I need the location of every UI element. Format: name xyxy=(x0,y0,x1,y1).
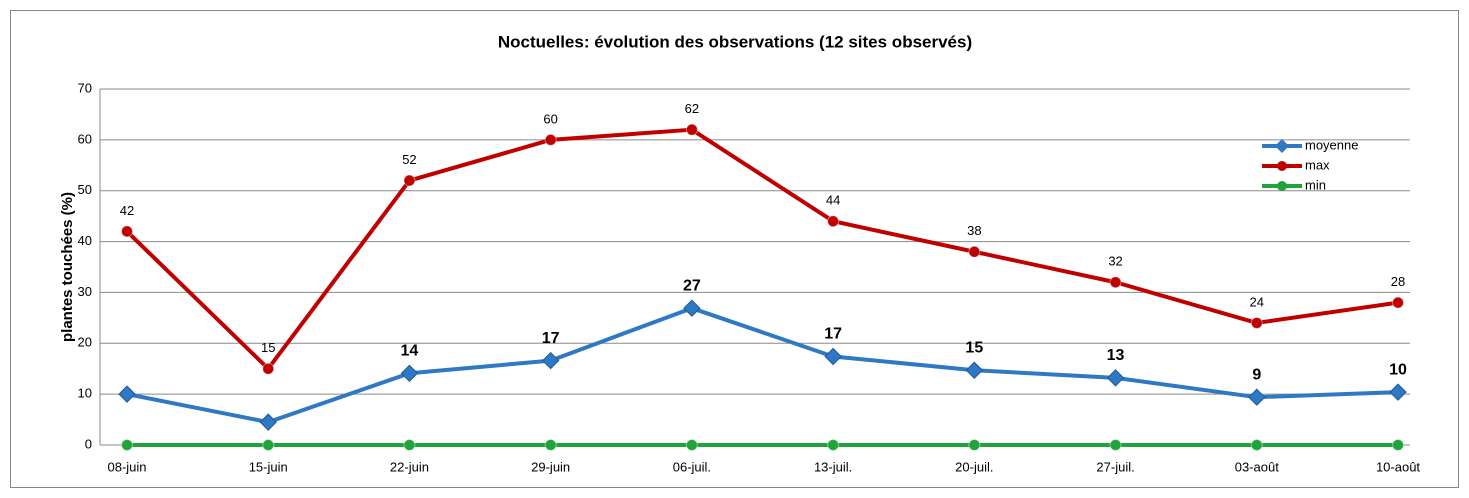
marker xyxy=(1109,276,1122,289)
x-tick-label: 10-août xyxy=(1376,459,1420,474)
data-label: 60 xyxy=(543,111,557,126)
data-label: 44 xyxy=(826,193,840,208)
y-tick-label: 20 xyxy=(78,335,92,350)
x-tick-label: 20-juil. xyxy=(955,459,993,474)
marker xyxy=(262,439,275,451)
marker xyxy=(1248,388,1266,406)
x-tick-label: 08-juin xyxy=(107,459,146,474)
data-label: 28 xyxy=(1391,274,1405,289)
data-label: 13 xyxy=(1107,347,1125,364)
marker xyxy=(965,361,984,379)
marker xyxy=(403,174,416,187)
data-label: 27 xyxy=(683,277,701,294)
marker xyxy=(683,299,701,317)
data-label: 15 xyxy=(965,339,983,356)
y-tick-label: 70 xyxy=(78,80,92,95)
series-line xyxy=(126,306,1399,425)
marker xyxy=(968,439,981,451)
marker xyxy=(1392,439,1404,451)
marker xyxy=(827,439,840,451)
marker xyxy=(1392,296,1404,309)
marker xyxy=(541,351,560,370)
x-tick-label: 03-août xyxy=(1235,459,1279,474)
y-tick-label: 0 xyxy=(85,436,92,451)
marker xyxy=(118,385,136,403)
legend-marker xyxy=(1275,139,1289,153)
y-tick-label: 30 xyxy=(78,284,92,299)
chart-title: Noctuelles: évolution des observations (… xyxy=(498,32,972,51)
legend-marker xyxy=(1277,161,1287,171)
y-tick-label: 10 xyxy=(78,386,92,401)
marker xyxy=(827,215,840,228)
y-tick-label: 50 xyxy=(78,182,92,197)
data-label: 38 xyxy=(967,223,981,238)
data-label: 10 xyxy=(1389,361,1407,378)
data-label: 15 xyxy=(261,340,275,355)
data-label: 42 xyxy=(120,203,134,218)
marker xyxy=(685,439,698,451)
marker xyxy=(1109,439,1122,451)
legend-label: moyenne xyxy=(1305,137,1358,152)
x-tick-label: 06-juil. xyxy=(673,459,711,474)
data-label: 9 xyxy=(1252,366,1261,383)
chart-frame xyxy=(10,10,1459,488)
marker xyxy=(544,133,557,146)
data-label: 24 xyxy=(1250,294,1264,309)
marker xyxy=(400,364,419,382)
marker xyxy=(121,225,133,238)
x-tick-label: 13-juil. xyxy=(814,459,852,474)
y-tick-label: 40 xyxy=(78,233,92,248)
marker xyxy=(685,123,698,136)
marker xyxy=(121,439,133,451)
legend-label: max xyxy=(1305,157,1330,172)
x-tick-label: 29-juin xyxy=(531,459,570,474)
y-axis-label: plantes touchées (%) xyxy=(59,192,76,342)
data-label: 32 xyxy=(1108,254,1122,269)
marker xyxy=(1389,383,1407,401)
marker xyxy=(403,439,416,451)
marker xyxy=(824,347,842,366)
marker xyxy=(262,362,275,375)
y-tick-label: 60 xyxy=(78,131,92,146)
data-label: 52 xyxy=(402,152,416,167)
x-tick-label: 27-juil. xyxy=(1096,459,1134,474)
x-tick-label: 15-juin xyxy=(249,459,288,474)
data-label: 17 xyxy=(824,326,842,343)
marker xyxy=(544,439,557,451)
legend-label: min xyxy=(1305,177,1326,192)
marker xyxy=(1106,369,1125,387)
series-line xyxy=(125,127,1399,371)
data-label: 17 xyxy=(542,330,560,347)
data-label: 62 xyxy=(685,101,699,116)
marker xyxy=(968,245,981,258)
marker xyxy=(1250,316,1263,329)
x-tick-label: 22-juin xyxy=(390,459,429,474)
marker xyxy=(1250,439,1263,451)
legend-marker xyxy=(1277,181,1287,191)
data-label: 14 xyxy=(401,343,419,360)
marker xyxy=(259,413,277,431)
